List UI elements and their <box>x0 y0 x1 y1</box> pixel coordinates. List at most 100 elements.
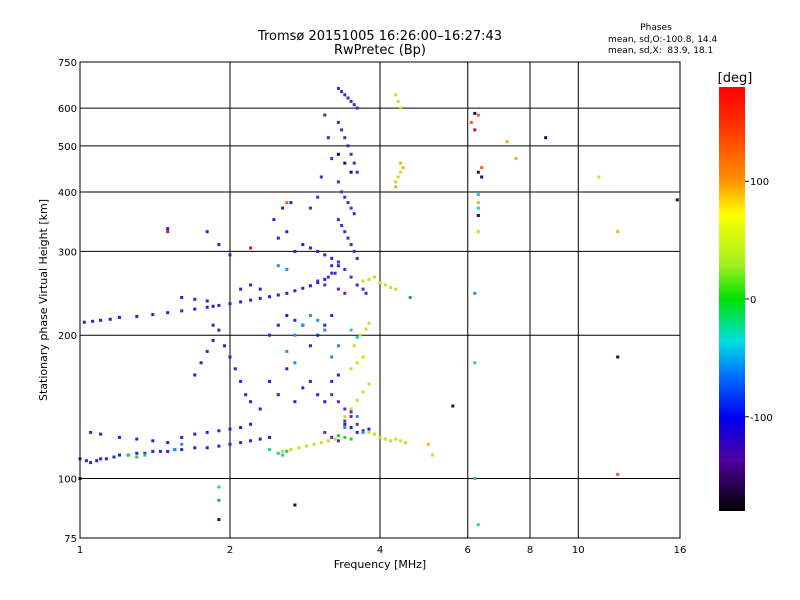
data-point <box>143 451 147 455</box>
data-point <box>675 198 679 202</box>
data-point <box>399 439 403 443</box>
data-point <box>99 432 103 436</box>
data-point <box>166 230 170 234</box>
data-point <box>297 446 301 450</box>
data-point <box>404 441 407 445</box>
data-point <box>239 426 243 429</box>
data-point <box>323 113 327 117</box>
chart-subtitle: RwPretec (Bp) <box>334 43 426 58</box>
data-point <box>349 170 353 174</box>
data-point <box>336 86 340 90</box>
data-point <box>330 157 334 161</box>
data-point <box>217 243 221 247</box>
data-point <box>135 455 139 459</box>
data-point <box>399 170 403 174</box>
data-point <box>285 291 289 295</box>
data-point <box>480 166 484 170</box>
data-point <box>480 175 484 179</box>
data-point <box>285 349 289 353</box>
data-point <box>340 224 344 227</box>
data-point <box>333 271 337 275</box>
data-point <box>258 407 262 411</box>
data-point <box>355 256 359 260</box>
data-point <box>330 271 334 275</box>
data-point <box>276 323 280 327</box>
data-point <box>355 106 359 110</box>
data-point <box>330 393 334 397</box>
data-point <box>293 289 297 293</box>
data-point <box>239 441 243 445</box>
data-point <box>326 275 330 279</box>
x-tick-labels: 1 2 4 6 8 10 16 <box>77 545 687 556</box>
data-point <box>349 415 353 418</box>
data-point <box>473 361 477 365</box>
data-point <box>268 448 271 452</box>
colorbar <box>719 87 745 511</box>
data-point <box>336 439 340 443</box>
data-point <box>166 449 170 453</box>
data-point <box>258 287 262 291</box>
x-tick-label: 2 <box>227 545 233 556</box>
data-point <box>316 249 320 253</box>
data-point <box>476 230 480 234</box>
data-point <box>180 435 184 439</box>
data-point <box>349 410 353 414</box>
data-point <box>293 249 297 253</box>
data-point <box>355 422 359 426</box>
data-point <box>383 437 387 441</box>
chart-title: Tromsø 20151005 16:26:00–16:27:43 <box>257 29 502 44</box>
data-point <box>276 236 280 240</box>
data-point <box>399 106 403 110</box>
data-point <box>343 161 347 165</box>
data-point <box>616 472 620 476</box>
data-point <box>349 152 353 156</box>
data-point <box>281 453 285 457</box>
data-point <box>99 318 103 322</box>
y-tick-label: 75 <box>64 534 77 545</box>
data-point <box>399 161 403 165</box>
data-point <box>336 152 340 156</box>
data-point <box>293 400 297 404</box>
data-point <box>211 323 215 327</box>
data-point <box>217 498 221 502</box>
data-point <box>89 461 93 465</box>
data-point <box>319 175 323 179</box>
data-point <box>258 437 262 441</box>
data-points <box>78 86 679 527</box>
data-point <box>293 318 297 322</box>
data-point <box>193 432 197 436</box>
data-point <box>316 318 320 322</box>
data-point <box>99 457 103 461</box>
data-point <box>343 415 347 418</box>
data-point <box>364 291 368 295</box>
data-point <box>352 212 356 216</box>
data-point <box>301 386 305 390</box>
data-point <box>343 426 347 429</box>
data-point <box>143 453 147 457</box>
data-point <box>217 303 221 307</box>
data-point <box>281 449 285 453</box>
data-point <box>166 227 170 231</box>
y-tick-labels: 75 100 200 300 400 500 600 750 <box>58 58 77 545</box>
data-point <box>476 113 480 117</box>
data-point <box>355 283 359 287</box>
data-point <box>336 287 340 291</box>
data-point <box>343 422 347 426</box>
y-tick-label: 500 <box>58 142 77 153</box>
data-point <box>268 435 271 439</box>
data-point <box>343 136 347 140</box>
data-point <box>272 218 276 222</box>
data-point <box>616 230 620 234</box>
data-point <box>349 328 353 332</box>
data-point <box>199 361 203 365</box>
data-point <box>249 439 253 443</box>
data-point <box>228 442 232 446</box>
data-point <box>361 430 365 434</box>
data-point <box>193 446 197 450</box>
data-point <box>330 379 334 383</box>
data-point <box>211 339 215 342</box>
data-point <box>301 286 305 290</box>
data-point <box>394 180 398 184</box>
data-point <box>336 264 340 268</box>
